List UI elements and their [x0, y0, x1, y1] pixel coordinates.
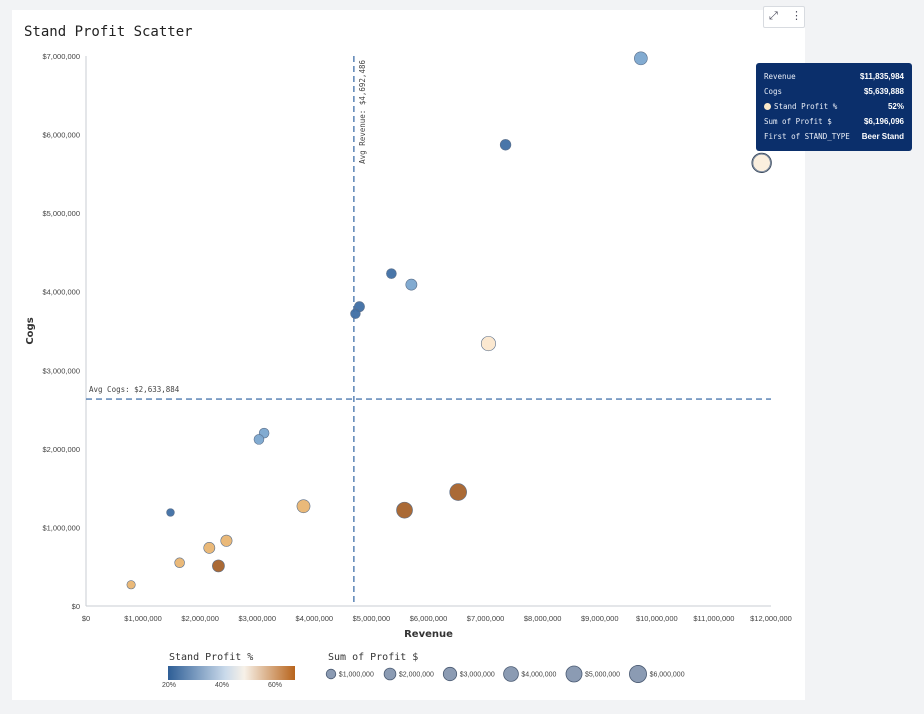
- scatter-point: [480, 336, 496, 352]
- x-tick-label: $7,000,000: [467, 614, 505, 623]
- avg-cogs-label: Avg Cogs: $2,633,884: [89, 385, 180, 394]
- x-axis-title: Revenue: [404, 629, 453, 640]
- chart-title: Stand Profit Scatter: [24, 24, 193, 40]
- scatter-point: [296, 499, 311, 514]
- selected-point-outline: [751, 152, 772, 174]
- x-tick-label: $3,000,000: [238, 614, 276, 623]
- size-legend-swatch: [629, 665, 647, 683]
- scatter-point: [174, 557, 185, 569]
- size-legend-label: $2,000,000: [399, 672, 434, 679]
- more-vertical-icon[interactable]: ⋮: [791, 9, 802, 22]
- x-tick-label: $0: [82, 614, 90, 623]
- tooltip-row-profit-sum: Sum of Profit $ $6,196,096: [764, 117, 904, 126]
- scatter-point: [203, 541, 216, 554]
- tooltip-row-cogs: Cogs $5,639,888: [764, 87, 904, 96]
- scatter-point: [634, 51, 648, 66]
- chart-card: [12, 10, 805, 700]
- scatter-point: [166, 508, 175, 517]
- x-tick-label: $9,000,000: [581, 614, 619, 623]
- x-tick-label: $8,000,000: [524, 614, 562, 623]
- scatter-point: [126, 580, 136, 590]
- size-legend-swatch: [565, 665, 583, 683]
- x-tick-label: $5,000,000: [353, 614, 391, 623]
- size-legend-swatch: [503, 666, 519, 682]
- y-tick-label: $4,000,000: [42, 288, 80, 297]
- x-tick-label: $6,000,000: [410, 614, 448, 623]
- color-legend-title: Stand Profit %: [169, 652, 253, 663]
- color-legend-tick: 40%: [215, 682, 229, 689]
- color-legend-tick: 20%: [162, 682, 176, 689]
- scatter-point: [350, 308, 361, 319]
- point-tooltip: Revenue $11,835,984 Cogs $5,639,888 Stan…: [756, 63, 912, 151]
- scatter-point: [449, 483, 467, 501]
- x-tick-label: $12,000,000: [750, 614, 792, 623]
- size-legend-title: Sum of Profit $: [328, 652, 418, 663]
- size-legend-label: $6,000,000: [650, 672, 685, 679]
- y-axis-title: Cogs: [25, 317, 36, 344]
- tooltip-row-profit-pct: Stand Profit % 52%: [764, 102, 904, 116]
- scatter-point: [405, 278, 418, 291]
- color-swatch-icon: [764, 103, 771, 110]
- color-legend-tick: 60%: [268, 682, 282, 689]
- card-toolbar: ⤢ ⋮: [763, 6, 805, 28]
- scatter-point: [253, 434, 265, 445]
- scatter-point: [220, 534, 233, 547]
- tooltip-row-stand-type: First of STAND_TYPE Beer Stand: [764, 132, 904, 141]
- size-legend-label: $1,000,000: [339, 672, 374, 679]
- x-tick-label: $11,000,000: [693, 614, 734, 623]
- avg-revenue-label: Avg Revenue: $4,692,486: [358, 60, 367, 164]
- scatter-point: [212, 559, 225, 573]
- y-tick-label: $3,000,000: [42, 366, 80, 375]
- size-legend-label: $3,000,000: [460, 672, 495, 679]
- scatter-point: [396, 501, 413, 519]
- x-tick-label: $2,000,000: [181, 614, 219, 623]
- y-tick-label: $7,000,000: [42, 52, 80, 61]
- x-tick-label: $10,000,000: [636, 614, 678, 623]
- y-tick-label: $5,000,000: [42, 209, 80, 218]
- y-tick-label: $0: [72, 602, 80, 611]
- expand-icon[interactable]: ⤢: [769, 9, 778, 22]
- size-legend-swatch: [383, 667, 397, 681]
- x-tick-label: $1,000,000: [124, 614, 162, 623]
- size-legend-label: $4,000,000: [521, 672, 556, 679]
- y-tick-label: $6,000,000: [42, 131, 80, 140]
- scatter-point: [499, 139, 512, 151]
- color-legend-gradient: [168, 666, 295, 680]
- size-legend-label: $5,000,000: [585, 672, 620, 679]
- tooltip-row-revenue: Revenue $11,835,984: [764, 72, 904, 81]
- x-tick-label: $4,000,000: [296, 614, 334, 623]
- scatter-point: [386, 268, 397, 279]
- scatter-point: [752, 153, 771, 172]
- size-legend-swatch: [442, 666, 458, 682]
- y-tick-label: $1,000,000: [42, 523, 80, 532]
- size-legend-swatch: [325, 668, 337, 680]
- y-tick-label: $2,000,000: [42, 445, 80, 454]
